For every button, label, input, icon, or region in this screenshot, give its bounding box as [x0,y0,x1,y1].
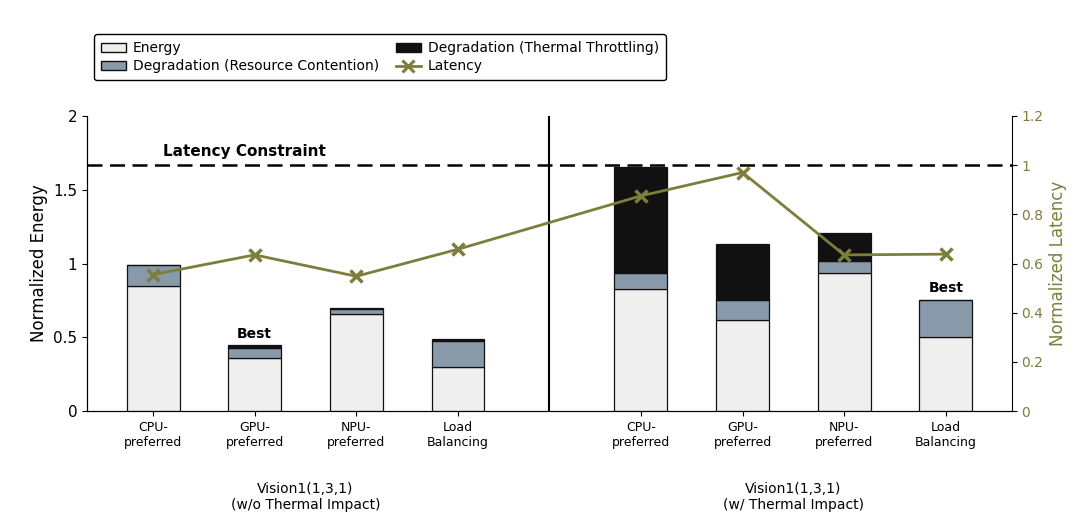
Text: Vision1(1,3,1)
(w/ Thermal Impact): Vision1(1,3,1) (w/ Thermal Impact) [722,482,864,512]
Bar [432,367,484,411]
Bar [716,300,769,319]
Bar [330,315,383,411]
Text: Latency Constraint: Latency Constraint [163,144,326,159]
Bar [818,232,870,260]
Bar [126,286,180,411]
Bar [919,300,973,337]
Bar [615,273,667,289]
Bar [126,265,180,286]
Bar [330,308,383,315]
Bar [615,167,667,273]
Text: Best: Best [237,327,272,341]
Bar [228,358,281,411]
Bar [818,260,870,273]
Text: Best: Best [928,281,963,295]
Bar [716,319,769,411]
Bar [716,245,769,300]
Text: Vision1(1,3,1)
(w/o Thermal Impact): Vision1(1,3,1) (w/o Thermal Impact) [231,482,381,512]
Bar [919,337,973,411]
Legend: Energy, Degradation (Resource Contention), Degradation (Thermal Throttling), Lat: Energy, Degradation (Resource Contention… [94,34,666,81]
Y-axis label: Normalized Energy: Normalized Energy [29,184,48,343]
Bar [432,341,484,367]
Bar [615,289,667,411]
Bar [228,345,281,348]
Bar [228,348,281,358]
Bar [432,339,484,341]
Y-axis label: Normalized Latency: Normalized Latency [1049,181,1067,346]
Bar [818,273,870,411]
